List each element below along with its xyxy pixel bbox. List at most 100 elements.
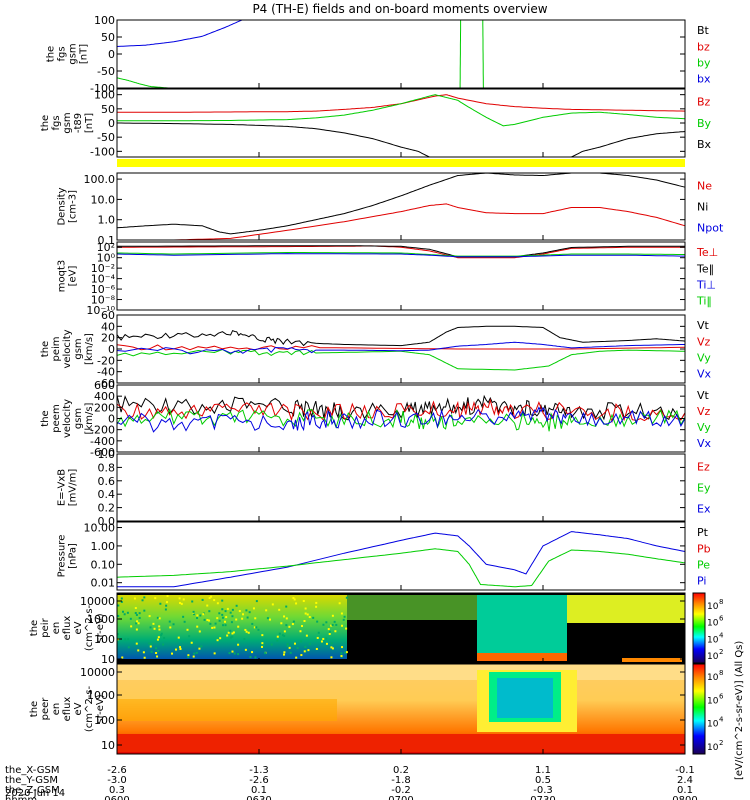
panel-7-ytick-label: 0.0	[98, 515, 116, 528]
spectrogram-1-speckle	[213, 626, 216, 629]
xaxis-row-value: -0.3	[533, 785, 553, 796]
spectrogram-1-speckle	[137, 622, 140, 625]
spectrogram-1-speckle	[218, 612, 221, 615]
spectrogram-1-speckle	[143, 596, 146, 599]
panel-1-series-by	[116, 77, 169, 89]
spectrogram-1-speckle	[231, 608, 234, 611]
panel-3-ylabel: Density	[57, 187, 68, 225]
panel-5-series-Vt	[116, 325, 686, 347]
spectrogram-1-speckle	[214, 622, 217, 625]
spectrogram-1-speckle	[304, 612, 307, 615]
panel-2-legend-entry: By	[697, 117, 712, 130]
spectrogram-1-speckle	[224, 620, 227, 623]
spectrogram-1-speckle	[192, 610, 195, 613]
spectrogram-1-speckle	[286, 644, 289, 647]
panel-7-legend-entry: Ey	[697, 481, 711, 494]
spectrogram-1-speckle	[192, 655, 195, 658]
spectrogram-1-speckle	[249, 655, 252, 658]
spectrogram-1-speckle	[193, 613, 196, 616]
panel-5-ytick-label: 60	[101, 309, 115, 322]
spectrogram-1-speckle	[122, 610, 125, 613]
spectrogram-1-speckle	[235, 604, 238, 607]
spectrogram-1-speckle	[135, 622, 138, 625]
panel-3-ytick-label: 0.1	[98, 234, 116, 247]
spectrogram-1-speckle	[304, 646, 307, 649]
panel-1-ytick-label: 0	[108, 48, 115, 61]
panel-10-ylabel: en	[51, 703, 62, 716]
spectrogram-1-speckle	[241, 617, 244, 620]
spectrogram-1-speckle	[303, 650, 306, 653]
panel-5-ytick-label: 40	[101, 320, 115, 333]
spectrogram-1-speckle	[244, 628, 247, 631]
panel-5-ylabel: peim	[51, 336, 62, 361]
spectrogram-1-speckle	[255, 600, 258, 603]
spectrogram-1-speckle	[330, 642, 333, 645]
spectrogram-1-speckle	[143, 609, 146, 612]
panel-5-ytick-label: 0	[108, 343, 115, 356]
panel-10-ytick-label: 1000	[87, 689, 115, 702]
spectrogram-1-speckle	[172, 623, 175, 626]
panel-1-ytick-label: 50	[101, 31, 115, 44]
spectrogram-1-speckle	[341, 624, 344, 627]
spectrogram-1-speckle	[331, 623, 334, 626]
panel-2-ylabel: -t89	[73, 113, 84, 133]
panel-2-ylabel: the	[40, 115, 51, 131]
panel-4-legend-entry: Ti⊥	[696, 278, 716, 291]
panel-8-series-Pi	[117, 531, 686, 588]
panel-8-ytick-label: 0.01	[91, 577, 116, 590]
spectrogram-1-speckle	[328, 630, 331, 633]
panel-6-ytick-label: 600	[94, 379, 115, 392]
xaxis-row-label: the_X-GSM	[5, 765, 59, 776]
spectrogram-1-speckle	[124, 638, 127, 641]
spectrogram-1-speckle	[209, 622, 212, 625]
panel-10-ylabel: (cm^2-s-	[84, 685, 95, 732]
panel-5-legend-entry: Vt	[697, 319, 710, 332]
panel-6-ylabel: [km/s]	[84, 402, 95, 434]
panel-10-ylabel: the	[29, 701, 40, 717]
spectrogram-1-speckle	[224, 624, 227, 627]
spectrogram-1-speckle	[228, 652, 231, 655]
colorbar-2-tick-exponent: 8	[719, 669, 723, 677]
spectrogram-1-speckle	[315, 601, 318, 604]
panel-6-ytick-label: 0	[108, 413, 115, 426]
colorbar-1-tick-exponent: 6	[719, 615, 724, 623]
panel-9-ytick-label: 10000	[80, 595, 115, 608]
spectrogram-1-speckle	[154, 597, 157, 600]
spectrogram-1-speckle	[245, 630, 248, 633]
spectrogram-1-speckle	[216, 639, 219, 642]
spectrogram-1-speckle	[198, 630, 201, 633]
spectrogram-1-speckle	[168, 620, 171, 623]
spectrogram-1-speckle	[330, 656, 333, 659]
spectrogram-1-speckle	[283, 634, 286, 637]
spectrogram-1-speckle	[322, 623, 325, 626]
spectrogram-1-speckle	[308, 642, 311, 645]
spectrogram-1-speckle	[158, 617, 161, 620]
panel-8-frame	[116, 521, 686, 591]
panel-9-ylabel: en	[51, 622, 62, 635]
panel-7-frame	[116, 453, 686, 522]
spectrogram-1-speckle	[126, 611, 129, 614]
spectrogram-1-speckle	[208, 619, 211, 622]
spectrogram-1-speckle	[221, 613, 224, 616]
spectrogram-1-late-band	[622, 658, 682, 662]
panel-9-ylabel: the	[29, 620, 40, 636]
panel-8-legend-entry: Pe	[697, 558, 710, 571]
spectrogram-1-speckle	[278, 608, 281, 611]
spectrogram-1-speckle	[150, 650, 153, 653]
spectrogram-1-speckle	[301, 625, 304, 628]
panel-4-ytick-label: 10⁻⁴	[91, 273, 116, 286]
spectrogram-1-speckle	[235, 618, 238, 621]
spectrogram-1-speckle	[219, 637, 222, 640]
spectrogram-1-speckle	[190, 641, 193, 644]
panel-9-ylabel: eflux	[62, 616, 73, 641]
spectrogram-1-speckle	[305, 634, 308, 637]
spectrogram-1-speckle	[299, 630, 302, 633]
colorbar-2-tick-base: 10	[707, 673, 719, 683]
spectrogram-1-speckle	[278, 632, 281, 635]
spectrogram-1-speckle	[196, 625, 199, 628]
spectrogram-1-speckle	[331, 614, 334, 617]
panel-6-series-Vz	[116, 398, 686, 424]
spectrogram-1-speckle	[137, 649, 140, 652]
spectrogram-1-speckle	[160, 632, 163, 635]
